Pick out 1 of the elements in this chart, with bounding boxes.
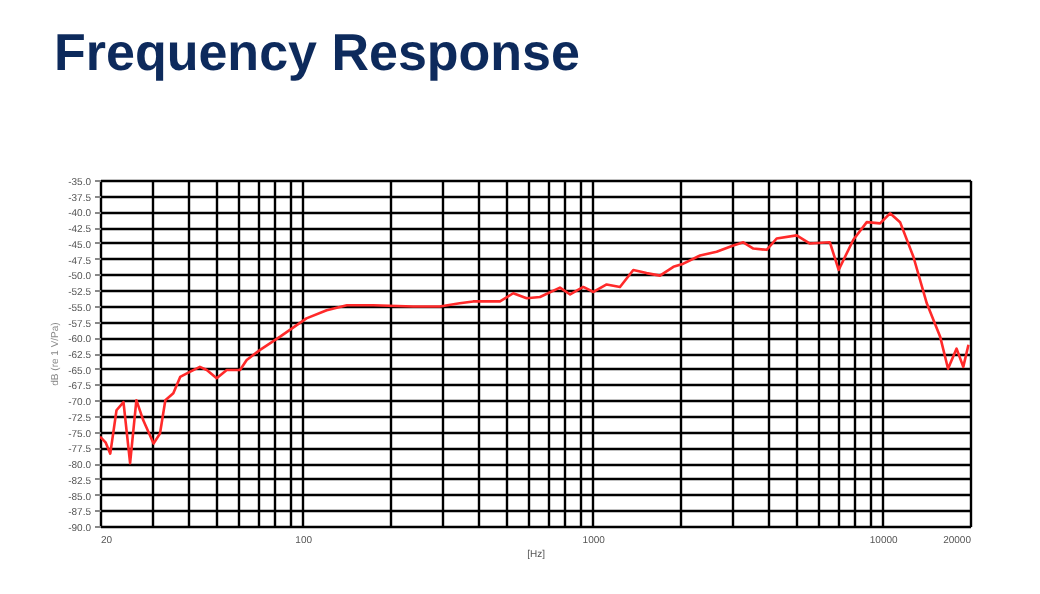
chart-title: Frequency Response [54, 22, 580, 82]
